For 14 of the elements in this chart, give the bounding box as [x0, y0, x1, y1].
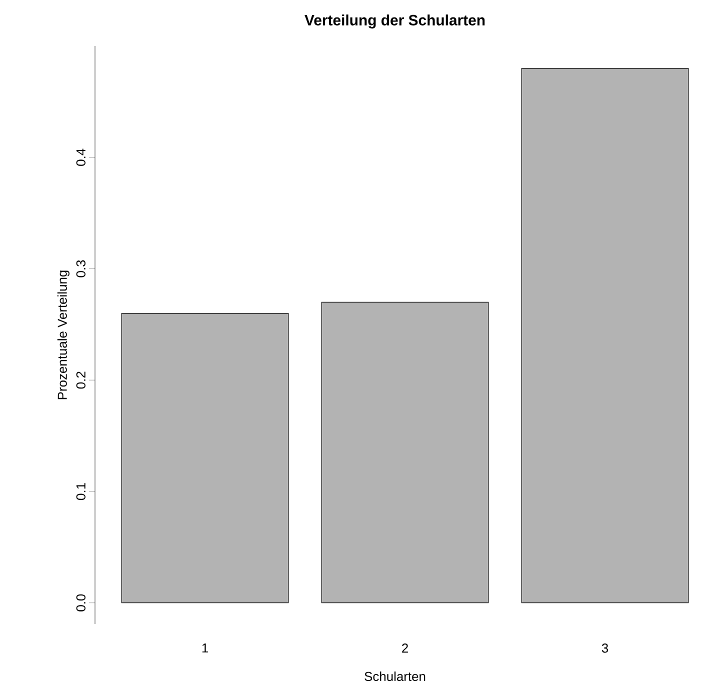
y-tick-label: 0.2: [76, 372, 86, 389]
x-tick-label: 2: [402, 644, 408, 653]
y-tick-label: 0.3: [76, 260, 86, 278]
y-tick-label: 0.0: [76, 594, 86, 612]
x-tick-label: 1: [202, 644, 208, 652]
y-tick-label: 0.1: [76, 483, 86, 500]
bar: [121, 312, 289, 604]
x-axis-title: Schularten: [364, 672, 426, 682]
y-tick-label: 0.4: [76, 148, 86, 166]
bar: [321, 302, 489, 604]
y-axis-title: Prozentuale Verteilung: [57, 270, 70, 400]
x-tick-label: 3: [602, 644, 608, 653]
bar: [521, 68, 689, 604]
chart-title: Verteilung der Schularten: [304, 14, 485, 28]
